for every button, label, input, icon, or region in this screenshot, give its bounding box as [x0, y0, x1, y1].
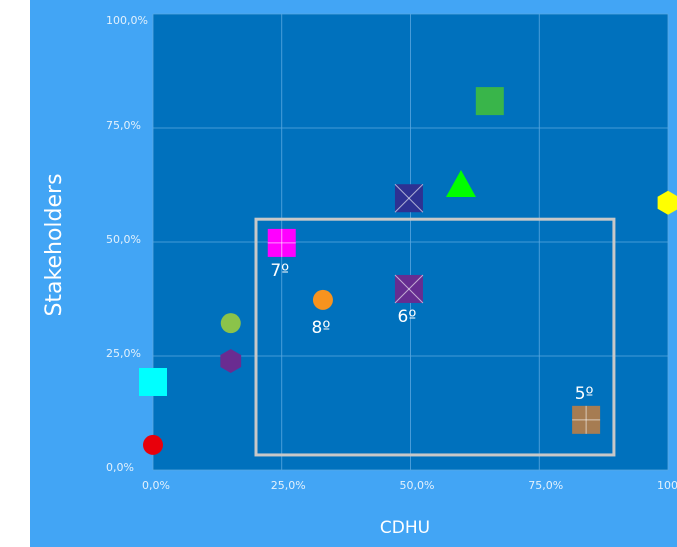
y-axis-label: Stakeholders: [42, 173, 67, 316]
point: [475, 87, 504, 116]
y-tick-label: 50,0%: [106, 233, 141, 246]
x-tick-label: 50,0%: [400, 479, 435, 492]
x-tick-label: 0,0%: [142, 479, 170, 492]
x-tick-label: 100,0%: [657, 479, 677, 492]
point: [312, 289, 333, 310]
point: [143, 434, 163, 455]
point-cross: [394, 274, 424, 304]
y-tick-label: 0,0%: [106, 461, 134, 474]
y-tick-label: 75,0%: [106, 119, 141, 132]
y-tick-label: 25,0%: [106, 347, 141, 360]
point-label: 7º: [270, 261, 289, 281]
point: [220, 313, 241, 334]
point: [220, 349, 242, 374]
point-label: 5º: [575, 384, 594, 404]
point: [445, 170, 476, 197]
x-tick-label: 75,0%: [528, 479, 563, 492]
x-axis-label: CDHU: [380, 518, 430, 538]
point-label: 8º: [312, 318, 331, 338]
x-tick-label: 25,0%: [271, 479, 306, 492]
highlight-box: [254, 217, 616, 457]
y-tick-label: 100,0%: [106, 14, 148, 27]
point: [657, 190, 677, 215]
point: [139, 367, 167, 396]
point-label: 6º: [398, 307, 417, 327]
point-cross: [394, 183, 424, 213]
